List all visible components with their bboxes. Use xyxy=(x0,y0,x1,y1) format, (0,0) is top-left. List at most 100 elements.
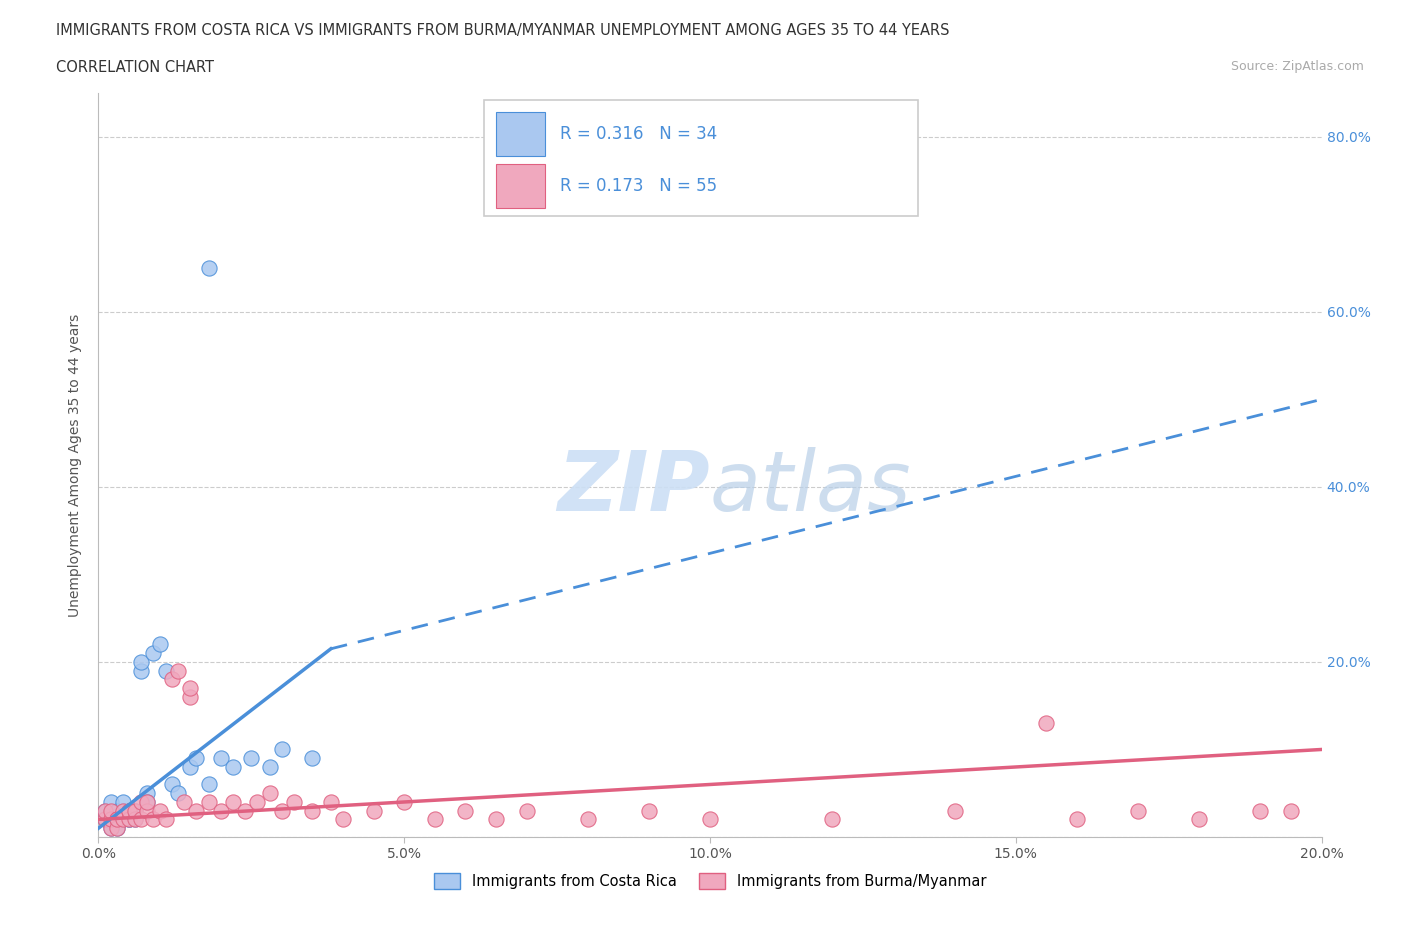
Point xyxy=(516,804,538,818)
Point xyxy=(197,260,219,275)
FancyBboxPatch shape xyxy=(496,164,546,208)
Point xyxy=(197,794,219,809)
Point xyxy=(485,812,508,827)
Point xyxy=(118,804,141,818)
Point xyxy=(637,804,661,818)
Point xyxy=(179,689,201,704)
Point xyxy=(259,760,281,775)
Point xyxy=(155,663,177,678)
Point xyxy=(93,812,115,827)
Point xyxy=(222,794,245,809)
Point xyxy=(423,812,446,827)
Point xyxy=(142,812,165,827)
Point xyxy=(118,812,141,827)
Point xyxy=(111,812,134,827)
Point xyxy=(160,777,183,792)
Point xyxy=(111,804,134,818)
Point xyxy=(111,794,134,809)
Point xyxy=(149,804,172,818)
Point xyxy=(270,804,292,818)
FancyBboxPatch shape xyxy=(484,100,918,216)
Point xyxy=(454,804,477,818)
Text: Source: ZipAtlas.com: Source: ZipAtlas.com xyxy=(1230,60,1364,73)
Point xyxy=(197,777,219,792)
Point xyxy=(136,786,159,801)
Text: R = 0.316   N = 34: R = 0.316 N = 34 xyxy=(560,125,717,143)
Point xyxy=(105,804,128,818)
Point xyxy=(93,804,115,818)
Point xyxy=(259,786,281,801)
Text: ZIP: ZIP xyxy=(557,446,710,528)
Point xyxy=(124,804,146,818)
Text: R = 0.173   N = 55: R = 0.173 N = 55 xyxy=(560,177,717,195)
Point xyxy=(1249,804,1271,818)
Point xyxy=(100,812,122,827)
FancyBboxPatch shape xyxy=(496,112,546,156)
Point xyxy=(1188,812,1211,827)
Point xyxy=(129,663,152,678)
Point xyxy=(118,804,141,818)
Point xyxy=(332,812,354,827)
Point xyxy=(129,812,152,827)
Point xyxy=(105,812,128,827)
Point xyxy=(105,821,128,836)
Point xyxy=(186,804,208,818)
Point xyxy=(129,794,152,809)
Point xyxy=(142,645,165,660)
Point xyxy=(319,794,342,809)
Text: atlas: atlas xyxy=(710,446,911,528)
Point xyxy=(283,794,305,809)
Point xyxy=(363,804,385,818)
Point xyxy=(93,804,115,818)
Point xyxy=(100,804,122,818)
Point xyxy=(93,812,115,827)
Point xyxy=(124,812,146,827)
Point xyxy=(111,812,134,827)
Point xyxy=(222,760,245,775)
Point xyxy=(179,681,201,696)
Point xyxy=(124,812,146,827)
Point xyxy=(1035,716,1057,731)
Y-axis label: Unemployment Among Ages 35 to 44 years: Unemployment Among Ages 35 to 44 years xyxy=(69,313,83,617)
Point xyxy=(209,804,232,818)
Point xyxy=(576,812,599,827)
Point xyxy=(100,812,122,827)
Point xyxy=(105,812,128,827)
Point xyxy=(118,812,141,827)
Point xyxy=(167,786,190,801)
Point xyxy=(118,812,141,827)
Point xyxy=(136,794,159,809)
Point xyxy=(1128,804,1150,818)
Point xyxy=(209,751,232,765)
Point xyxy=(105,821,128,836)
Point xyxy=(100,794,122,809)
Point xyxy=(118,804,141,818)
Point xyxy=(179,760,201,775)
Point xyxy=(124,804,146,818)
Point xyxy=(129,655,152,670)
Point xyxy=(136,794,159,809)
Point xyxy=(173,794,195,809)
Point xyxy=(301,751,323,765)
Point xyxy=(699,812,721,827)
Point xyxy=(149,637,172,652)
Point xyxy=(392,794,416,809)
Legend: Immigrants from Costa Rica, Immigrants from Burma/Myanmar: Immigrants from Costa Rica, Immigrants f… xyxy=(426,865,994,897)
Point xyxy=(136,804,159,818)
Point xyxy=(100,821,122,836)
Point xyxy=(100,821,122,836)
Text: IMMIGRANTS FROM COSTA RICA VS IMMIGRANTS FROM BURMA/MYANMAR UNEMPLOYMENT AMONG A: IMMIGRANTS FROM COSTA RICA VS IMMIGRANTS… xyxy=(56,23,949,38)
Point xyxy=(186,751,208,765)
Point xyxy=(821,812,844,827)
Point xyxy=(160,672,183,687)
Text: CORRELATION CHART: CORRELATION CHART xyxy=(56,60,214,75)
Point xyxy=(301,804,323,818)
Point xyxy=(246,794,269,809)
Point xyxy=(270,742,292,757)
Point xyxy=(155,812,177,827)
Point xyxy=(105,812,128,827)
Point xyxy=(233,804,256,818)
Point xyxy=(943,804,966,818)
Point xyxy=(240,751,263,765)
Point xyxy=(1066,812,1088,827)
